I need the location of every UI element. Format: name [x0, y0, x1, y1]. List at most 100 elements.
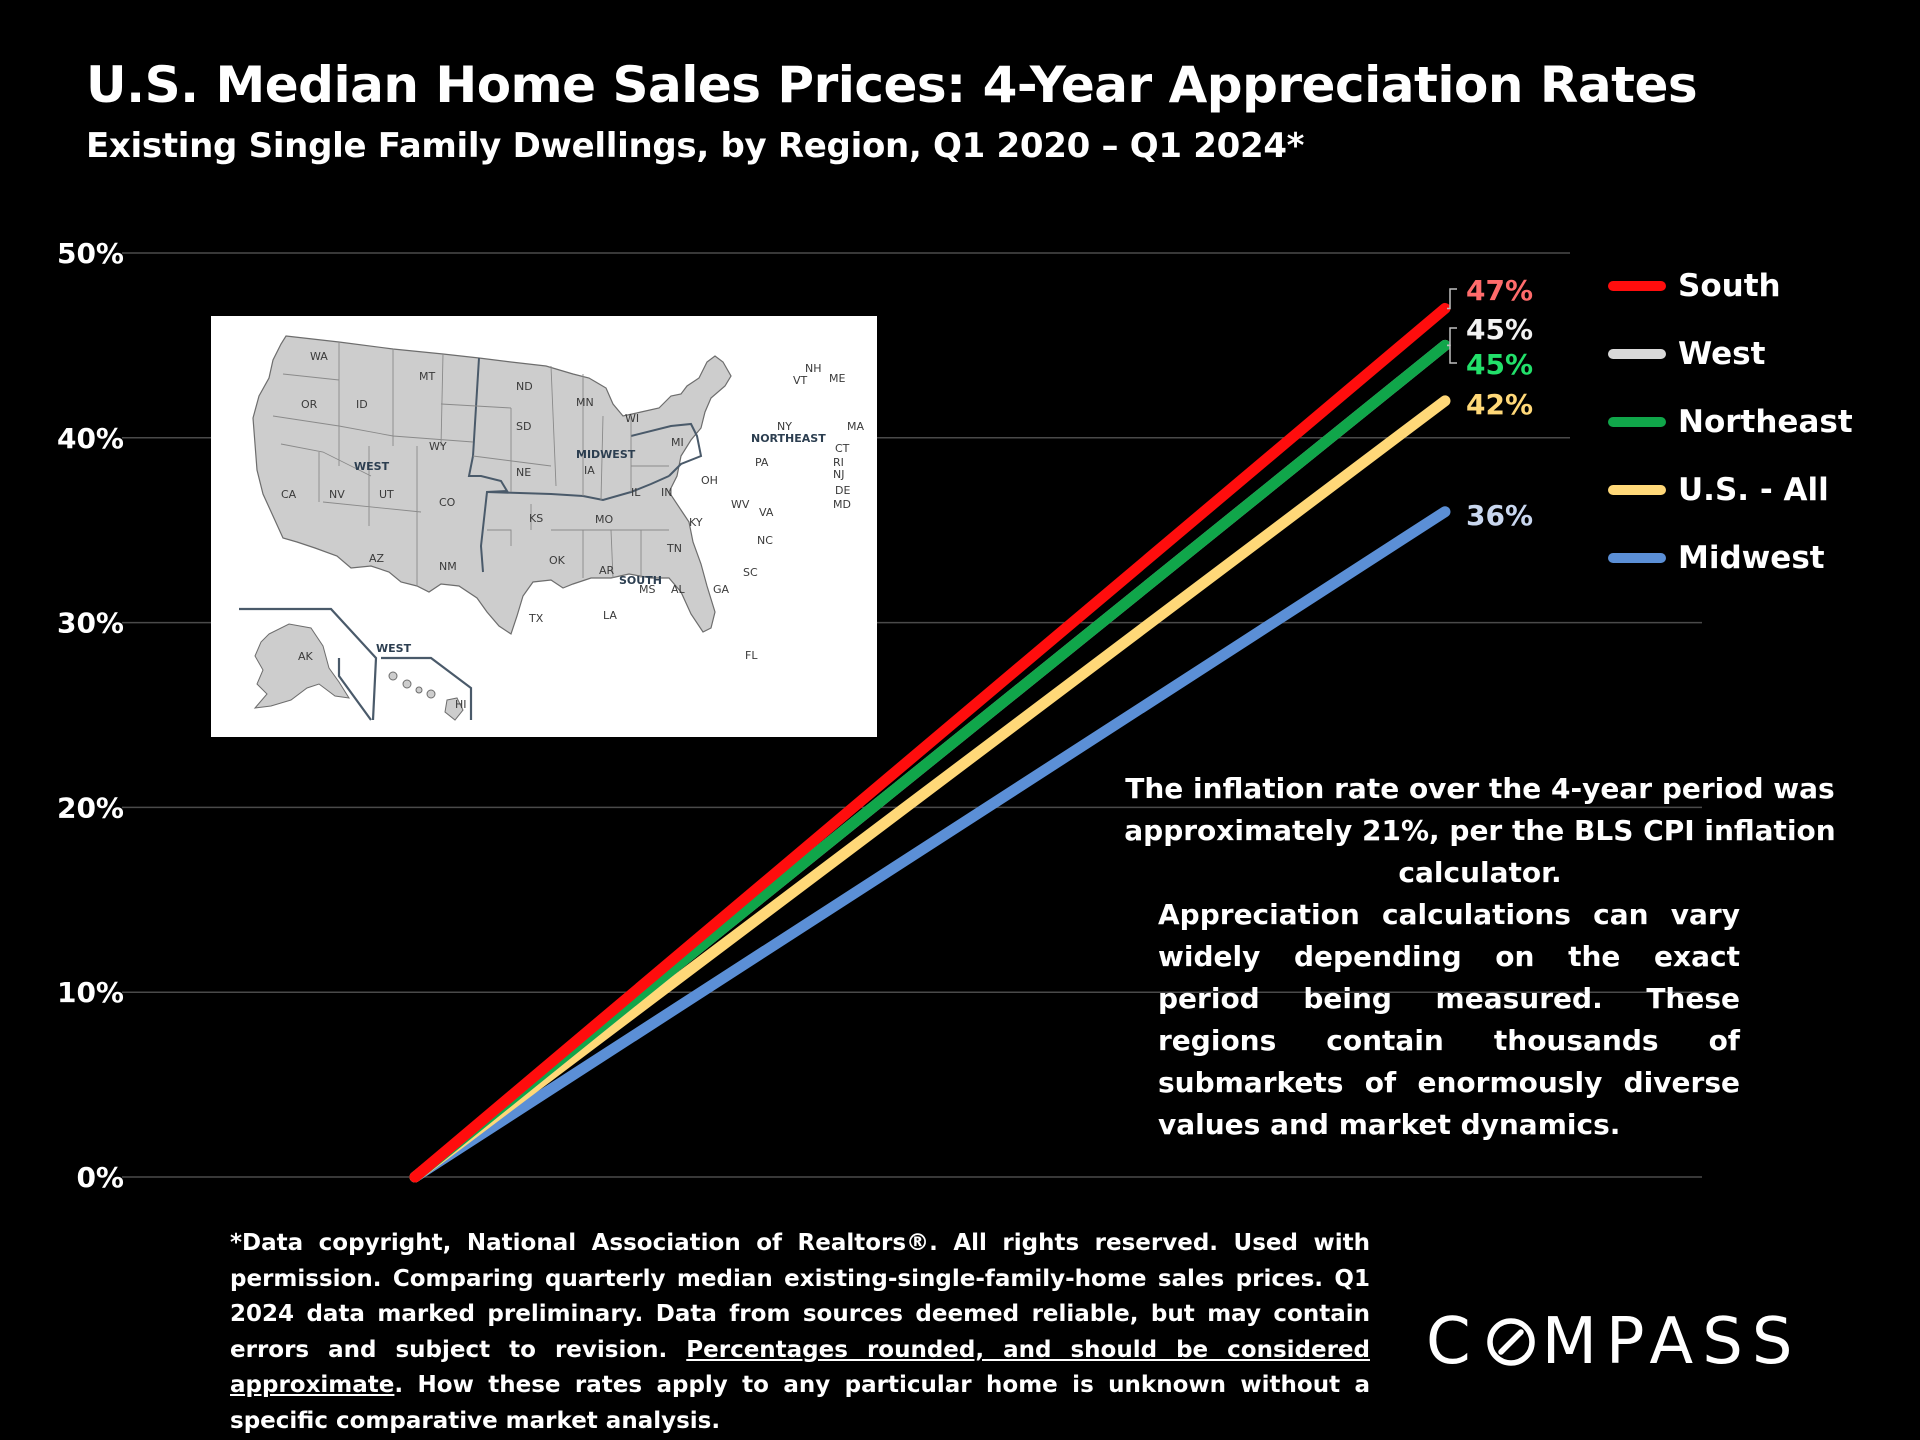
- region-divider-northeast: [630, 422, 703, 477]
- legend-label: U.S. - All: [1678, 472, 1829, 508]
- state-label-va: VA: [759, 506, 774, 519]
- y-tick-label: 10%: [57, 976, 124, 1009]
- state-label-mn: MN: [576, 396, 594, 409]
- state-label-oh: OH: [701, 474, 718, 487]
- legend-item-west: West: [1608, 320, 1908, 388]
- hawaii-shape: [388, 671, 464, 721]
- series-line-u-s-all: [409, 395, 1451, 1183]
- state-label-mt: MT: [419, 370, 435, 383]
- data-label: 42%: [1466, 388, 1533, 421]
- state-label-il: IL: [631, 486, 641, 499]
- us-map-graphic: WA OR ID MT WY CA NV UT CO AZ NM ND SD NE KS MN IA MO WI IL…: [239, 335, 864, 721]
- region-label-south: SOUTH: [619, 574, 662, 587]
- legend-swatch: [1608, 417, 1666, 427]
- state-label-ny: NY: [777, 420, 792, 433]
- compass-o-icon: [1486, 1318, 1535, 1366]
- legend-item-south: South: [1608, 252, 1908, 320]
- y-tick-label: 50%: [57, 237, 124, 270]
- data-label: 45%: [1466, 313, 1533, 346]
- state-label-wy: WY: [429, 440, 447, 453]
- state-label-la: LA: [603, 609, 617, 622]
- state-label-wa: WA: [310, 350, 328, 363]
- state-label-nj: NJ: [833, 468, 844, 481]
- state-label-wv: WV: [731, 498, 750, 511]
- alaska-shape: [253, 623, 350, 709]
- region-label-northeast: NORTHEAST: [751, 432, 826, 445]
- y-tick-label: 0%: [76, 1161, 124, 1194]
- state-label-ia: IA: [584, 464, 595, 477]
- logo-letters: MPASS: [1541, 1305, 1802, 1379]
- y-tick-label: 20%: [57, 791, 124, 824]
- state-label-ne: NE: [516, 466, 531, 479]
- state-label-sd: SD: [516, 420, 531, 433]
- data-footnote: *Data copyright, National Association of…: [230, 1226, 1370, 1439]
- data-label: 36%: [1466, 499, 1533, 532]
- legend-swatch: [1608, 349, 1666, 359]
- data-label: 45%: [1466, 348, 1533, 381]
- state-label-nd: ND: [516, 380, 533, 393]
- state-label-tn: TN: [666, 542, 682, 555]
- state-label-ct: CT: [835, 442, 850, 455]
- state-label-al: AL: [671, 583, 686, 596]
- state-label-mo: MO: [595, 513, 613, 526]
- inset-frame: [239, 607, 473, 721]
- state-label-in: IN: [661, 486, 672, 499]
- legend-item-northeast: Northeast: [1608, 388, 1908, 456]
- state-label-hi: HI: [455, 698, 467, 711]
- compass-logo: C MPASS: [1426, 1305, 1836, 1379]
- state-label-or: OR: [301, 398, 318, 411]
- region-label-midwest: MIDWEST: [576, 448, 636, 461]
- state-label-wi: WI: [625, 412, 639, 425]
- state-label-fl: FL: [745, 649, 758, 662]
- state-label-ga: GA: [713, 583, 730, 596]
- state-label-ma: MA: [847, 420, 864, 433]
- state-label-ms: MS: [639, 583, 655, 596]
- state-label-de: DE: [835, 484, 850, 497]
- legend-label: Midwest: [1678, 540, 1825, 576]
- footnote-part-2: . How these rates apply to any particula…: [230, 1372, 1370, 1434]
- state-label-nc: NC: [757, 534, 773, 547]
- y-tick-label: 40%: [57, 422, 124, 455]
- state-label-md: MD: [833, 498, 851, 511]
- data-label: 47%: [1466, 274, 1533, 307]
- y-tick-label: 30%: [57, 607, 124, 640]
- state-label-nv: NV: [329, 488, 345, 501]
- series-line-south: [409, 302, 1451, 1183]
- region-divider-midwest-south: [486, 475, 670, 502]
- label-leader: [1447, 288, 1457, 310]
- series-line-midwest: [409, 506, 1451, 1183]
- chart-legend: South West Northeast U.S. - All Midwest: [1608, 252, 1908, 592]
- legend-label: South: [1678, 268, 1781, 304]
- legend-swatch: [1608, 553, 1666, 563]
- state-label-ca: CA: [281, 488, 297, 501]
- us-region-map: WA OR ID MT WY CA NV UT CO AZ NM ND SD NE KS MN IA MO WI IL…: [211, 316, 877, 737]
- state-label-mi: MI: [671, 436, 684, 449]
- footnote-underlined: Percentages rounded, and should be consi…: [230, 1336, 1370, 1399]
- state-label-sc: SC: [743, 566, 758, 579]
- state-label-pa: PA: [755, 456, 769, 469]
- appreciation-note: Appreciation calculations can vary widel…: [1158, 898, 1740, 1141]
- legend-label: Northeast: [1678, 404, 1853, 440]
- chart-subtitle: Existing Single Family Dwellings, by Reg…: [86, 126, 1305, 166]
- state-label-me: ME: [829, 372, 845, 385]
- region-label-west-inset: WEST: [376, 642, 412, 655]
- state-borders: [272, 342, 669, 586]
- state-label-nh: NH: [805, 362, 822, 375]
- state-label-ar: AR: [599, 564, 615, 577]
- mainland-shape: [252, 335, 732, 635]
- inflation-note: The inflation rate over the 4-year perio…: [1124, 772, 1836, 889]
- chart-title: U.S. Median Home Sales Prices: 4-Year Ap…: [86, 56, 1698, 114]
- state-label-vt: VT: [793, 374, 808, 387]
- state-label-ut: UT: [379, 488, 394, 501]
- region-label-west: WEST: [354, 460, 390, 473]
- legend-swatch: [1608, 281, 1666, 291]
- label-leader: [1447, 344, 1457, 364]
- legend-label: West: [1678, 336, 1766, 372]
- state-label-nm: NM: [439, 560, 457, 573]
- legend-swatch: [1608, 485, 1666, 495]
- legend-item-midwest: Midwest: [1608, 524, 1908, 592]
- state-label-az: AZ: [369, 552, 385, 565]
- state-label-ks: KS: [529, 512, 543, 525]
- footnote-part-1: *Data copyright, National Association of…: [230, 1230, 1370, 1363]
